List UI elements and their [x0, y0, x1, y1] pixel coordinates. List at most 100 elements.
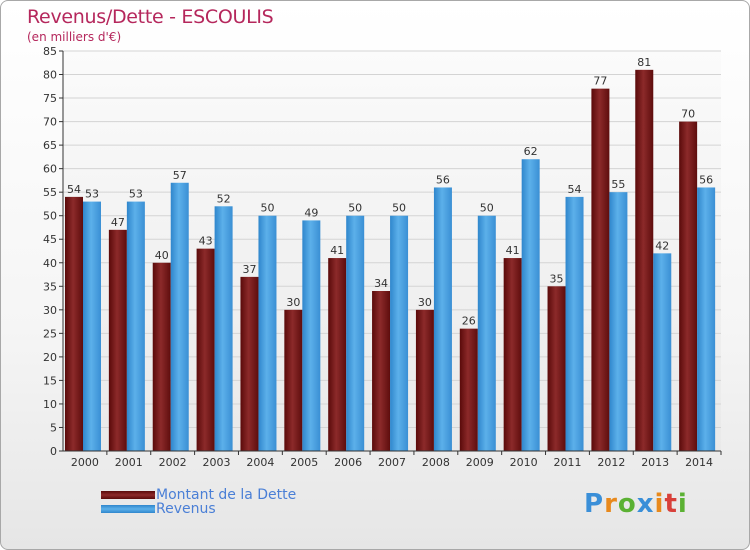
revenue-bar [521, 159, 540, 451]
revenue-bar [302, 220, 321, 451]
debt-bar-label: 41 [506, 244, 520, 257]
x-tick-label: 2000 [71, 456, 99, 469]
revenue-bar-label: 50 [260, 202, 274, 215]
debt-bar-label: 54 [67, 183, 81, 196]
x-tick-label: 2003 [203, 456, 231, 469]
revenue-bar-label: 62 [524, 145, 538, 158]
y-tick-label: 65 [43, 139, 57, 152]
debt-bar-label: 81 [637, 56, 651, 69]
debt-bar-label: 30 [418, 296, 432, 309]
y-tick-label: 70 [43, 116, 57, 129]
debt-bar-label: 35 [550, 272, 564, 285]
revenue-bar-label: 50 [348, 202, 362, 215]
debt-bar [459, 328, 478, 451]
revenue-bar-label: 54 [568, 183, 582, 196]
y-tick-label: 30 [43, 304, 57, 317]
debt-bar-label: 34 [374, 277, 388, 290]
debt-bar-label: 40 [155, 249, 169, 262]
revenue-bar [390, 215, 409, 451]
y-tick-label: 25 [43, 327, 57, 340]
debt-bar [635, 69, 654, 451]
y-tick-label: 60 [43, 163, 57, 176]
x-tick-label: 2002 [159, 456, 187, 469]
revenue-bar [126, 201, 145, 451]
debt-bar [372, 291, 391, 451]
x-tick-label: 2009 [466, 456, 494, 469]
debt-bar-label: 41 [330, 244, 344, 257]
logo-letter: o [617, 489, 637, 519]
debt-bar-label: 26 [462, 315, 476, 328]
revenue-bar-label: 56 [699, 173, 713, 186]
revenue-bar-label: 56 [436, 173, 450, 186]
x-tick-label: 2001 [115, 456, 143, 469]
y-tick-label: 75 [43, 92, 57, 105]
revenue-bar [697, 187, 716, 451]
y-tick-label: 0 [50, 445, 57, 458]
debt-bar [328, 258, 347, 451]
logo-letter: x [636, 489, 655, 519]
y-tick-label: 15 [43, 374, 57, 387]
y-tick-label: 40 [43, 257, 57, 270]
y-tick-label: 10 [43, 398, 57, 411]
debt-bar-label: 47 [111, 216, 125, 229]
legend-label-debt: Montant de la Dette [156, 487, 297, 503]
x-tick-label: 2012 [597, 456, 625, 469]
debt-bar [108, 229, 127, 451]
logo-letter: i [654, 489, 665, 519]
chart-subtitle: (en milliers d'€) [27, 30, 122, 44]
debt-bar [503, 258, 522, 451]
debt-bar [196, 248, 215, 451]
debt-bar [415, 309, 434, 451]
debt-bar [679, 121, 698, 452]
revenue-bar [258, 215, 277, 451]
debt-bar-label: 43 [199, 235, 213, 248]
logo-letter: t [664, 489, 678, 519]
debt-bar [284, 309, 303, 451]
x-tick-label: 2010 [510, 456, 538, 469]
x-tick-label: 2008 [422, 456, 450, 469]
revenue-bar [653, 253, 672, 451]
debt-bar-label: 37 [242, 263, 256, 276]
y-tick-label: 80 [43, 69, 57, 82]
chart-title: Revenus/Dette - ESCOULIS [27, 6, 274, 28]
y-tick-label: 55 [43, 186, 57, 199]
y-tick-label: 35 [43, 280, 57, 293]
x-tick-label: 2013 [641, 456, 669, 469]
x-tick-label: 2004 [246, 456, 274, 469]
revenue-bar [477, 215, 496, 451]
debt-bar [591, 88, 610, 451]
x-tick-label: 2011 [553, 456, 581, 469]
revenue-bar [565, 196, 584, 451]
debt-bar [240, 276, 259, 451]
revenue-bar [83, 201, 101, 451]
debt-bar [152, 262, 171, 451]
debt-bar-label: 30 [286, 296, 300, 309]
revenue-bar-label: 52 [217, 192, 231, 205]
debt-bar-label: 77 [593, 75, 607, 88]
legend-swatch-debt [101, 491, 155, 499]
x-tick-label: 2007 [378, 456, 406, 469]
debt-bar [547, 286, 566, 451]
x-tick-label: 2005 [290, 456, 318, 469]
revenue-bar-label: 53 [85, 188, 99, 201]
revenue-bar-label: 53 [129, 188, 143, 201]
y-tick-label: 5 [50, 421, 57, 434]
proxiti-logo: Proxiti [584, 489, 688, 519]
revenue-bar [346, 215, 365, 451]
revenue-bar-label: 57 [173, 169, 187, 182]
revenue-bar-label: 42 [655, 239, 669, 252]
revenue-bar [609, 192, 628, 452]
y-tick-label: 50 [43, 210, 57, 223]
logo-letter: r [604, 489, 618, 519]
revenue-bar [433, 187, 452, 451]
revenue-bar [170, 182, 189, 451]
debt-bar-label: 70 [681, 108, 695, 121]
x-tick-label: 2006 [334, 456, 362, 469]
debt-bar [65, 196, 83, 451]
revenue-bar-label: 50 [480, 202, 494, 215]
revenue-bar-label: 50 [392, 202, 406, 215]
logo-letter: i [677, 489, 688, 519]
revenue-bar-label: 49 [304, 206, 318, 219]
y-tick-label: 45 [43, 233, 57, 246]
